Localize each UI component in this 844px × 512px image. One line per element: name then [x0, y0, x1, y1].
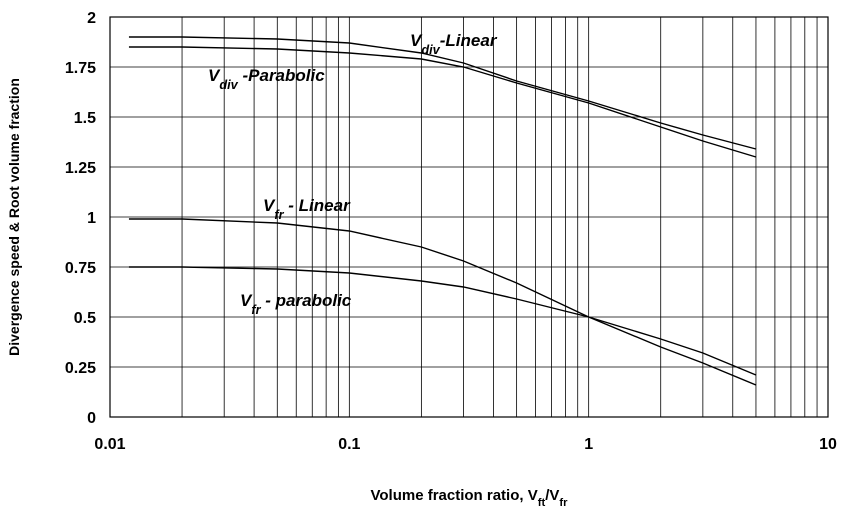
text-part: div — [219, 77, 238, 92]
x-axis-label: Volume fraction ratio, Vft/Vfr — [370, 487, 568, 509]
y-tick-label: 1.75 — [65, 60, 96, 77]
y-tick-label: 0.75 — [65, 260, 96, 277]
text-part: fr — [274, 207, 284, 222]
text-part: ft — [538, 497, 546, 509]
y-tick-label: 1.25 — [65, 160, 96, 177]
y-tick-label: 0 — [87, 410, 96, 427]
line — [128, 218, 757, 386]
line — [128, 46, 757, 158]
annotation: Vfr - Linear — [263, 196, 351, 222]
x-tick-label: 10 — [819, 436, 837, 453]
x-tick-label: 0.1 — [338, 436, 360, 453]
text-part: V — [410, 31, 423, 50]
y-tick-label: 0.5 — [74, 310, 96, 327]
text-part: -Parabolic — [238, 66, 325, 85]
text-part: fr — [559, 497, 568, 509]
y-axis-label: Divergence speed & Root volume fraction — [6, 78, 22, 356]
text-part: Volume fraction ratio, V — [370, 487, 537, 504]
text-part: -Linear — [440, 31, 498, 50]
text-part: V — [263, 196, 276, 215]
annotation: Vfr - parabolic — [240, 291, 352, 317]
y-tick-label: 1.5 — [74, 110, 96, 127]
y-tick-label: 0.25 — [65, 360, 96, 377]
annotation: Vdiv-Linear — [410, 31, 498, 57]
text-part: - parabolic — [261, 291, 352, 310]
plot-frame — [109, 16, 829, 418]
text-part: div — [421, 42, 440, 57]
line — [128, 36, 757, 150]
y-tick-label: 1 — [87, 210, 96, 227]
text-part: fr — [251, 302, 261, 317]
text-part: /V — [545, 487, 559, 504]
y-tick-label: 2 — [87, 10, 96, 27]
annotation: Vdiv -Parabolic — [208, 66, 325, 92]
x-tick-label: 1 — [584, 436, 593, 453]
text-part: V — [208, 66, 221, 85]
text-part: V — [240, 291, 253, 310]
text-part: - Linear — [284, 196, 352, 215]
line — [128, 266, 757, 376]
x-tick-label: 0.01 — [94, 436, 125, 453]
